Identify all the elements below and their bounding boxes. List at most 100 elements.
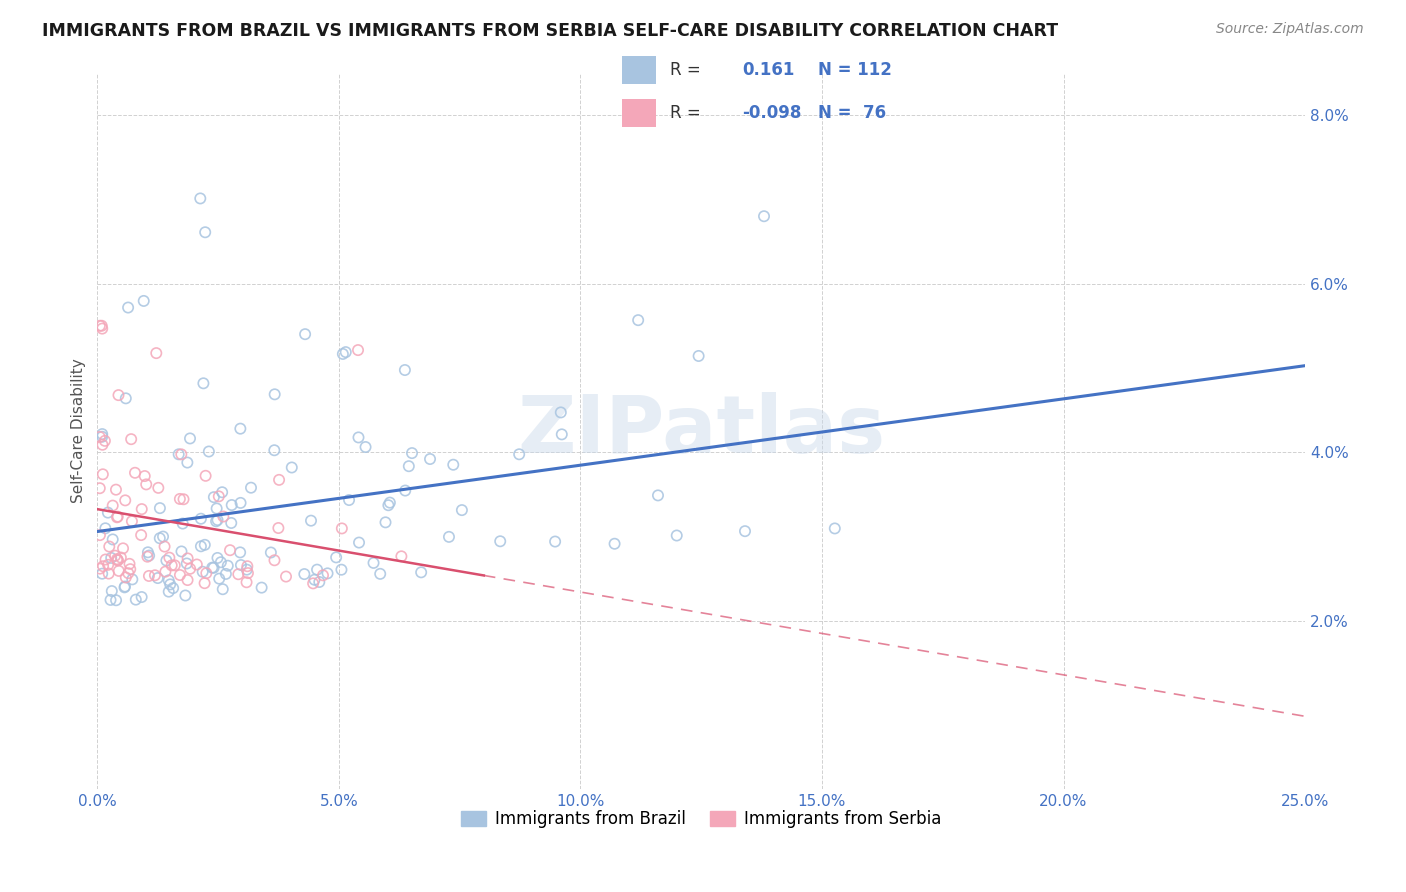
Point	[281, 460, 304, 475]
Point	[110, 550, 132, 565]
Point	[263, 553, 285, 567]
Point	[207, 513, 229, 527]
Point	[91, 559, 114, 574]
Point	[544, 534, 567, 549]
Point	[145, 346, 167, 360]
Point	[752, 209, 775, 223]
Point	[229, 422, 252, 436]
Point	[91, 467, 114, 482]
Point	[135, 477, 157, 491]
Point	[267, 521, 290, 535]
Point	[627, 313, 650, 327]
Point	[550, 405, 572, 419]
FancyBboxPatch shape	[621, 56, 657, 84]
Point	[114, 580, 136, 594]
Point	[325, 550, 347, 565]
Point	[125, 592, 148, 607]
Point	[101, 533, 124, 547]
Point	[188, 191, 211, 205]
Point	[347, 430, 370, 444]
Point	[368, 566, 391, 581]
Point	[260, 545, 283, 559]
Point	[302, 576, 325, 591]
Point	[221, 498, 243, 512]
Point	[304, 573, 326, 587]
Point	[401, 446, 423, 460]
Point	[134, 469, 156, 483]
Y-axis label: Self-Care Disability: Self-Care Disability	[72, 359, 86, 503]
Point	[112, 541, 135, 556]
Point	[208, 489, 231, 503]
Text: Source: ZipAtlas.com: Source: ZipAtlas.com	[1216, 22, 1364, 37]
Point	[229, 496, 252, 510]
Point	[152, 530, 174, 544]
Point	[163, 558, 186, 573]
Point	[378, 495, 401, 509]
Point	[108, 564, 131, 578]
Point	[307, 563, 329, 577]
Point	[236, 566, 259, 580]
Point	[332, 347, 354, 361]
Point	[603, 537, 626, 551]
Point	[172, 516, 194, 531]
Point	[228, 567, 250, 582]
Point	[354, 440, 377, 454]
Point	[89, 481, 111, 495]
Point	[105, 552, 128, 566]
Point	[437, 530, 460, 544]
Point	[441, 458, 464, 472]
Point	[148, 481, 170, 495]
Point	[312, 568, 335, 582]
Point	[97, 506, 120, 520]
FancyBboxPatch shape	[621, 99, 657, 127]
Point	[138, 569, 160, 583]
Point	[217, 558, 239, 573]
Point	[100, 593, 122, 607]
Point	[274, 569, 297, 583]
Point	[97, 558, 120, 572]
Point	[107, 509, 129, 524]
Point	[153, 540, 176, 554]
Point	[157, 550, 180, 565]
Point	[107, 553, 129, 567]
Point	[120, 432, 142, 446]
Point	[398, 459, 420, 474]
Point	[91, 566, 114, 581]
Point	[149, 501, 172, 516]
Point	[117, 301, 139, 315]
Point	[89, 528, 111, 542]
Point	[143, 568, 166, 582]
Text: N =  76: N = 76	[818, 104, 886, 122]
Point	[211, 485, 233, 500]
Point	[179, 432, 201, 446]
Text: R =: R =	[671, 104, 702, 122]
Point	[94, 434, 117, 448]
Point	[190, 512, 212, 526]
Text: 0.161: 0.161	[742, 61, 794, 78]
Point	[114, 392, 136, 406]
Point	[176, 456, 198, 470]
Point	[174, 589, 197, 603]
Point	[136, 549, 159, 564]
Point	[212, 509, 235, 524]
Point	[202, 490, 225, 504]
Point	[176, 557, 198, 571]
Point	[117, 566, 139, 581]
Point	[347, 535, 370, 549]
Point	[149, 531, 172, 545]
Point	[138, 549, 160, 563]
Point	[347, 343, 370, 357]
Point	[170, 447, 193, 461]
Text: ZIPatlas: ZIPatlas	[517, 392, 886, 470]
Point	[91, 427, 114, 442]
Point	[389, 549, 412, 564]
Text: IMMIGRANTS FROM BRAZIL VS IMMIGRANTS FROM SERBIA SELF-CARE DISABILITY CORRELATIO: IMMIGRANTS FROM BRAZIL VS IMMIGRANTS FRO…	[42, 22, 1059, 40]
Point	[146, 571, 169, 585]
Point	[229, 558, 252, 572]
Point	[114, 570, 136, 584]
Point	[90, 318, 112, 333]
Point	[308, 574, 330, 589]
Point	[160, 558, 183, 573]
Point	[159, 577, 181, 591]
Point	[94, 552, 117, 566]
